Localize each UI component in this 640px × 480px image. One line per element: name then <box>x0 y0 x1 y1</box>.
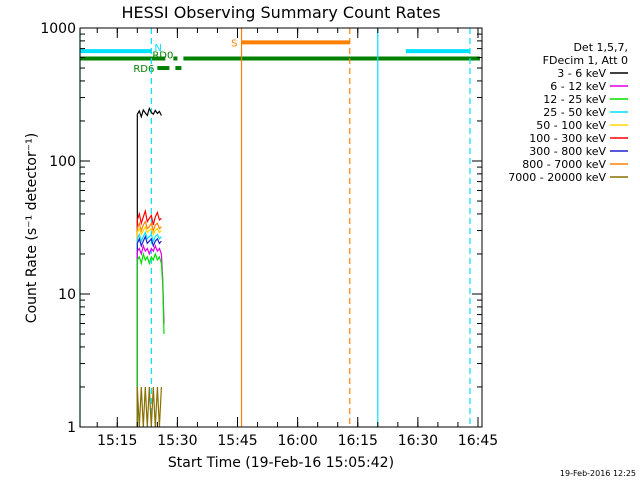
x-tick-label: 16:30 <box>398 433 438 449</box>
series-line <box>136 220 162 233</box>
plot-frame <box>79 27 483 428</box>
series-line <box>136 386 162 428</box>
y-tick-label: 100 <box>49 154 76 170</box>
y-axis: 1 10 100 1000 <box>40 21 482 436</box>
legend-label: 100 - 300 keV <box>529 132 606 145</box>
legend-label: 300 - 800 keV <box>529 145 606 158</box>
x-tick-label: 15:30 <box>157 433 197 449</box>
x-axis: 15:15 15:30 15:45 16:00 16:15 16:30 16:45 <box>96 28 498 449</box>
legend-header: FDecim 1, Att 0 <box>543 54 628 67</box>
legend-header: Det 1,5,7, <box>573 41 628 54</box>
flag-label: RD6 <box>133 64 154 75</box>
flag-label: S <box>231 38 237 49</box>
x-axis-label: Start Time (19-Feb-16 15:05:42) <box>168 455 394 471</box>
chart-title: HESSI Observing Summary Count Rates <box>121 3 440 22</box>
series-line <box>136 251 165 335</box>
y-tick-label: 10 <box>58 287 76 303</box>
series-line <box>136 234 162 248</box>
legend-label: 12 - 25 keV <box>543 93 606 106</box>
legend-label: 50 - 100 keV <box>536 119 606 132</box>
flag-label: RD0 <box>152 50 173 61</box>
data-series <box>136 106 165 428</box>
x-tick-label: 16:00 <box>277 433 317 449</box>
event-vertical-lines <box>79 28 471 427</box>
series-line <box>136 225 162 237</box>
legend-label: 3 - 6 keV <box>557 67 606 80</box>
series-line <box>136 106 162 119</box>
x-tick-label: 15:15 <box>97 433 137 449</box>
y-axis-label: Count Rate (s⁻¹ detector⁻¹) <box>24 133 40 323</box>
timestamp-footer: 19-Feb-2016 12:25 <box>560 469 636 478</box>
y-tick-label: 1000 <box>40 21 76 37</box>
y-tick-label: 1 <box>67 420 76 436</box>
x-tick-label: 16:15 <box>338 433 378 449</box>
series-line <box>136 230 162 243</box>
legend-label: 7000 - 20000 keV <box>508 171 606 184</box>
flag-label: N <box>154 43 161 54</box>
legend-label: 25 - 50 keV <box>543 106 606 119</box>
x-tick-label: 16:45 <box>458 433 498 449</box>
series-line <box>136 208 162 226</box>
x-tick-label: 15:45 <box>217 433 257 449</box>
legend-label: 6 - 12 keV <box>550 80 606 93</box>
legend-label: 800 - 7000 keV <box>522 158 606 171</box>
series-line <box>136 243 165 324</box>
instrument-flags: N S RD0 RD6 <box>80 38 480 75</box>
